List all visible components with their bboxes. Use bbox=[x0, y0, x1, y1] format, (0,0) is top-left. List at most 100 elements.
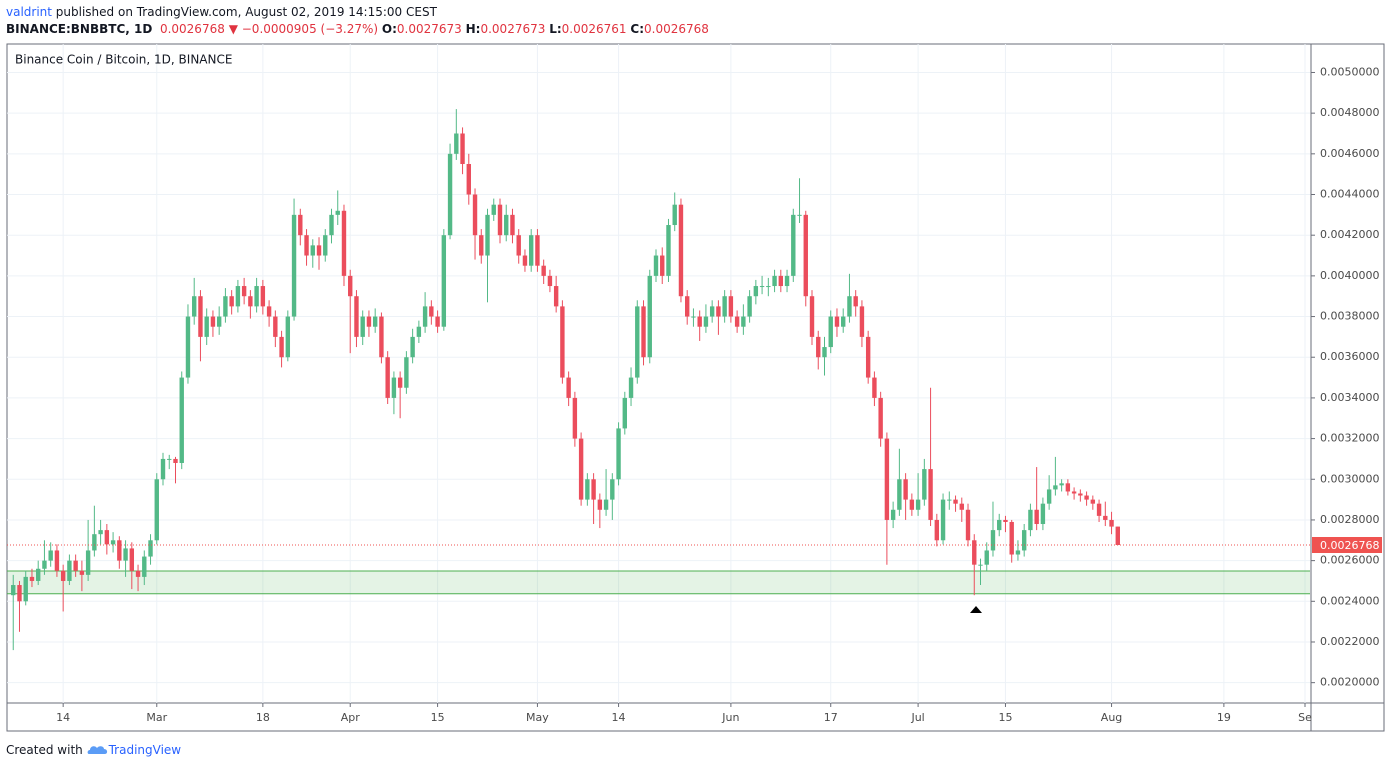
axes: 0.0020000 0.0022000 0.0024000 0.0026000 0.00… bbox=[56, 65, 1382, 724]
candle-body bbox=[460, 133, 465, 165]
chart-frame bbox=[6, 43, 1385, 732]
candle-body bbox=[685, 296, 690, 317]
candle-body bbox=[990, 530, 996, 551]
candle-body bbox=[610, 479, 615, 500]
candle-body bbox=[98, 530, 103, 535]
candle-body bbox=[797, 214, 802, 216]
x-tick-label: Jul bbox=[910, 711, 924, 724]
candle-body bbox=[447, 153, 453, 236]
candle-body bbox=[697, 316, 702, 327]
ohlc-value: 0.0026768 bbox=[644, 22, 709, 36]
candle-body bbox=[142, 556, 147, 577]
candle-body bbox=[528, 235, 534, 266]
candle-body bbox=[997, 519, 1002, 531]
candle-body bbox=[241, 286, 247, 297]
candle-body bbox=[984, 550, 989, 565]
candle-body bbox=[160, 458, 166, 480]
candle-body bbox=[298, 214, 303, 236]
x-tick-label: Se bbox=[1298, 711, 1312, 724]
candle-body bbox=[759, 286, 765, 288]
candle-body bbox=[847, 296, 852, 317]
candle-body bbox=[148, 540, 153, 557]
plot bbox=[7, 109, 1310, 651]
candle-body bbox=[1015, 550, 1021, 555]
support-zone bbox=[7, 570, 1310, 594]
candle-body bbox=[959, 503, 964, 510]
candle-body bbox=[1109, 519, 1114, 527]
candle-body bbox=[566, 377, 571, 398]
candle-body bbox=[48, 550, 53, 561]
candle-body bbox=[491, 204, 496, 215]
candle-body bbox=[1028, 509, 1033, 531]
marker-triangle bbox=[970, 606, 982, 613]
candle-body bbox=[329, 214, 334, 236]
ohlc-label: C: bbox=[630, 22, 644, 36]
candle-body bbox=[703, 316, 709, 327]
candle-body bbox=[872, 377, 877, 398]
candle-body bbox=[591, 479, 596, 500]
candle-body bbox=[1053, 485, 1058, 490]
candle-body bbox=[1003, 519, 1008, 522]
candle-body bbox=[541, 265, 546, 276]
candle-body bbox=[641, 306, 646, 358]
candle-body bbox=[85, 550, 91, 575]
candle-body bbox=[104, 530, 110, 545]
candle-body bbox=[928, 469, 933, 520]
candle-body bbox=[429, 306, 434, 317]
candle-body bbox=[516, 235, 521, 256]
candle-body bbox=[216, 316, 222, 327]
candle-body bbox=[791, 214, 796, 276]
candle-body bbox=[560, 306, 565, 378]
candle-body bbox=[23, 576, 28, 602]
candle-body bbox=[42, 560, 47, 569]
candle-body bbox=[778, 275, 784, 287]
candle-body bbox=[859, 306, 865, 337]
candle-body bbox=[653, 255, 659, 276]
candle-body bbox=[1065, 483, 1071, 492]
candle-body bbox=[865, 336, 871, 378]
candle-body bbox=[204, 316, 209, 337]
x-tick-label: Mar bbox=[146, 711, 167, 724]
candle-body bbox=[248, 296, 253, 307]
candle-body bbox=[316, 245, 322, 256]
candle-body bbox=[223, 296, 228, 317]
candle-body bbox=[11, 585, 16, 596]
candle-body bbox=[803, 214, 808, 297]
y-tick-label: 0.0050000 bbox=[1320, 65, 1380, 78]
candle-body bbox=[1096, 503, 1102, 516]
candle-body bbox=[192, 296, 197, 317]
candle-body bbox=[54, 550, 60, 571]
candle-body bbox=[585, 479, 590, 500]
candle-body bbox=[135, 570, 141, 577]
y-tick-label: 0.0046000 bbox=[1320, 147, 1380, 160]
x-tick-label: May bbox=[526, 711, 549, 724]
candle-body bbox=[841, 316, 846, 327]
candle-body bbox=[822, 347, 827, 358]
candle-body bbox=[385, 357, 390, 398]
candle-body bbox=[123, 548, 128, 561]
candle-body bbox=[522, 255, 528, 266]
x-tick-label: 18 bbox=[256, 711, 270, 724]
candle-body bbox=[616, 428, 621, 480]
published: published on TradingView.com, August 02,… bbox=[51, 5, 437, 19]
candle-body bbox=[67, 560, 72, 581]
candle-body bbox=[167, 458, 172, 460]
candle-body bbox=[185, 316, 191, 378]
candle-body bbox=[304, 235, 309, 256]
candle-body bbox=[909, 499, 915, 510]
last-price: 0.0026768 bbox=[159, 22, 225, 36]
brand[interactable]: TradingView bbox=[108, 743, 182, 757]
price-label-box bbox=[1312, 537, 1382, 554]
candle-body bbox=[360, 316, 365, 337]
candle-body bbox=[235, 286, 241, 307]
x-tick-label: 14 bbox=[612, 711, 626, 724]
candle-body bbox=[391, 377, 397, 398]
candle-body bbox=[747, 296, 752, 317]
author[interactable]: valdrint bbox=[6, 5, 52, 19]
candle-body bbox=[466, 164, 471, 195]
candle-body bbox=[660, 255, 665, 276]
candle-body bbox=[535, 235, 540, 266]
created-with: Created with bbox=[6, 743, 83, 757]
candle-body bbox=[1078, 493, 1083, 496]
candle-body bbox=[915, 499, 921, 510]
